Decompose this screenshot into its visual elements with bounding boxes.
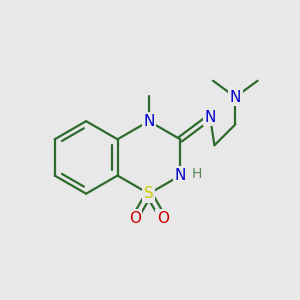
Text: N: N (230, 90, 241, 105)
Text: S: S (144, 186, 154, 201)
Text: N: N (204, 110, 216, 124)
Text: H: H (191, 167, 202, 181)
Text: O: O (129, 211, 141, 226)
Text: O: O (157, 211, 169, 226)
Text: N: N (175, 168, 186, 183)
Text: N: N (143, 114, 154, 129)
